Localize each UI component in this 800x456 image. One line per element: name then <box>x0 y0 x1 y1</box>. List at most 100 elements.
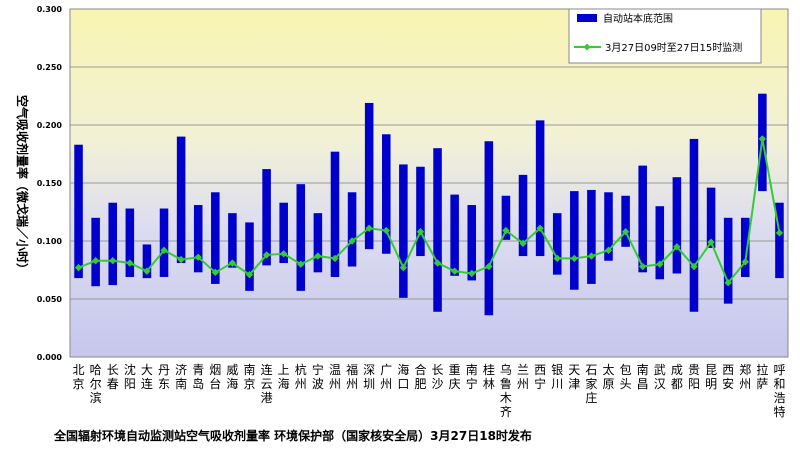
x-tick-label: 大连 <box>141 363 153 391</box>
measurement-point <box>228 259 237 267</box>
x-tick-label: 重庆 <box>449 363 461 391</box>
range-bar <box>689 138 699 312</box>
range-bar <box>552 213 562 275</box>
x-tick-label: 西宁 <box>534 363 546 391</box>
x-tick-label: 宁波 <box>312 362 324 391</box>
measurement-point <box>450 267 459 275</box>
measurement-point <box>673 243 681 251</box>
x-tick-label: 威海 <box>226 363 238 391</box>
measurement-point <box>211 268 219 276</box>
measurement-point <box>724 279 732 287</box>
x-tick-label: 连云港 <box>261 362 273 405</box>
range-bar <box>262 169 271 266</box>
measurement-point <box>570 254 578 263</box>
x-tick-label: 合肥 <box>414 362 426 391</box>
measurement-point <box>297 260 305 268</box>
range-bar <box>775 202 784 279</box>
legend-range-label: 自动站本底范围 <box>603 12 673 25</box>
range-bar <box>484 141 494 316</box>
measurement-point <box>331 254 339 263</box>
plot-frame <box>69 8 789 358</box>
x-tick-label: 桂林 <box>483 362 495 391</box>
x-tick-label: 呼和浩特 <box>773 363 785 419</box>
range-bars <box>74 93 784 316</box>
x-tick-label: 丹东 <box>158 363 170 391</box>
measurement-point <box>604 246 613 254</box>
range-bar <box>535 120 545 257</box>
range-bar <box>723 217 733 304</box>
x-tick-label: 拉萨 <box>756 362 768 391</box>
range-bar <box>91 217 100 287</box>
x-tick-label: 烟台 <box>209 363 221 391</box>
measurement-point <box>194 253 202 261</box>
x-tick-label: 哈尔滨 <box>90 363 102 405</box>
legend-range-bar-swatch <box>577 14 597 22</box>
measurement-point <box>741 258 749 266</box>
measurement-point <box>519 239 527 247</box>
y-axis-title: 空气吸收剂量率（微戈瑞／小时） <box>15 95 30 275</box>
range-bar <box>621 195 630 247</box>
range-bar <box>193 205 203 273</box>
measurement-point <box>262 251 271 259</box>
x-tick-label: 海口 <box>397 362 409 391</box>
range-bar <box>296 184 306 291</box>
measurement-point <box>639 262 647 271</box>
x-tick-label: 太原 <box>602 362 614 391</box>
range-bar <box>638 165 647 273</box>
measurement-point <box>399 264 408 272</box>
y-tick-label: 0.200 <box>37 121 63 130</box>
x-tick-label: 济南 <box>175 362 187 391</box>
measurement-point <box>177 255 185 264</box>
range-bar <box>330 151 340 277</box>
measurement-point <box>143 267 151 275</box>
y-tick-label: 0.300 <box>37 5 63 14</box>
y-axis-ticks: 0.000 0.050 0.100 0.150 0.200 0.250 0.300 <box>37 5 63 362</box>
range-bar <box>416 166 425 257</box>
legend-box <box>568 8 762 64</box>
range-bar <box>176 136 186 264</box>
x-tick-label: 沈阳 <box>124 362 136 391</box>
range-bar <box>313 213 323 273</box>
measurement-point <box>280 250 288 258</box>
range-bar <box>655 206 665 280</box>
x-tick-label: 深圳 <box>363 363 375 391</box>
y-tick-label: 0.050 <box>37 295 63 304</box>
y-tick-label: 0.150 <box>37 179 63 188</box>
measurement-point <box>468 269 476 278</box>
x-tick-label: 武汉 <box>654 363 666 391</box>
measurement-point <box>126 259 134 267</box>
measurement-point <box>314 252 322 260</box>
measurement-point <box>656 260 664 268</box>
range-bar <box>381 134 391 254</box>
x-tick-label: 银川 <box>551 363 563 391</box>
legend-line-marker <box>583 43 591 51</box>
range-bar <box>364 102 374 250</box>
grid-lines <box>70 66 788 300</box>
x-tick-label: 包头 <box>620 363 632 391</box>
x-tick-label: 长沙 <box>432 363 444 391</box>
range-bar <box>570 191 579 290</box>
x-tick-label: 西安 <box>722 363 734 391</box>
x-tick-label: 天津 <box>568 363 580 391</box>
range-bar <box>518 174 528 257</box>
x-tick-label: 石家庄 <box>585 363 597 405</box>
y-tick-label: 0.250 <box>37 63 63 72</box>
measurement-point <box>536 224 544 232</box>
x-tick-label: 青岛 <box>192 363 204 391</box>
legend-line-label: 3月27日09时至27日15时监测 <box>605 41 742 54</box>
range-bar <box>399 164 408 298</box>
measurement-point <box>245 270 254 279</box>
range-bar <box>706 187 716 248</box>
x-tick-label: 成都 <box>671 363 683 391</box>
range-bar <box>740 217 750 277</box>
y-tick-label: 0.000 <box>37 353 63 362</box>
measurement-point <box>587 252 596 260</box>
x-tick-label: 福州 <box>346 362 358 391</box>
measurement-point <box>553 254 561 263</box>
range-bar <box>433 148 442 312</box>
x-tick-label: 北京 <box>73 363 85 391</box>
x-tick-label: 南京 <box>243 362 255 391</box>
range-bar <box>672 177 682 274</box>
range-bar <box>245 222 254 291</box>
range-bar <box>125 208 135 277</box>
